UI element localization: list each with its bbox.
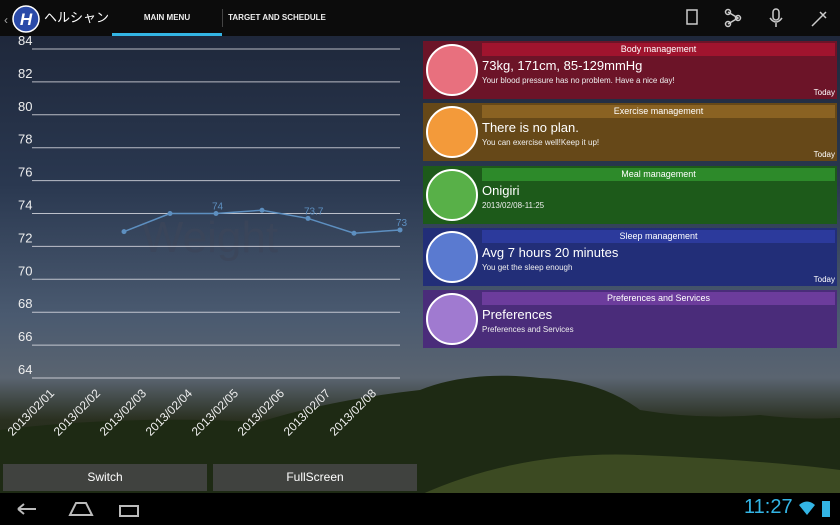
mic-icon[interactable] — [772, 8, 780, 21]
card-icon — [426, 44, 478, 96]
tools-icon[interactable] — [811, 11, 827, 27]
share-icon[interactable] — [734, 14, 742, 22]
card-subtitle: You can exercise well!Keep it up! — [482, 138, 600, 148]
card-title: There is no plan. — [482, 120, 579, 136]
data-point — [351, 230, 357, 236]
x-tick-label: 2013/02/05 — [189, 386, 242, 439]
tab[interactable]: TARGET AND SCHEDULE — [228, 13, 326, 22]
app-title: ヘルシャン — [44, 10, 110, 25]
home-button[interactable] — [68, 502, 94, 516]
x-tick-label: 2013/02/04 — [143, 386, 196, 439]
card-date: Today — [813, 88, 835, 97]
y-tick-label: 84 — [18, 33, 32, 48]
x-tick-label: 2013/02/01 — [5, 386, 58, 439]
x-tick-label: 2013/02/03 — [97, 386, 150, 439]
data-point — [259, 207, 265, 213]
card-header: Exercise management — [482, 105, 835, 119]
menu-card[interactable]: Exercise management There is no plan. You … — [423, 103, 837, 162]
nav-icons — [17, 501, 830, 517]
copy-icon[interactable] — [686, 9, 698, 25]
card-title: Preferences — [482, 307, 553, 323]
svg-text:H: H — [20, 10, 33, 29]
chart-title: Weight — [142, 213, 278, 262]
menu-card[interactable]: Body management 73kg, 171cm, 85-129mmHg Yo… — [423, 41, 837, 99]
wifi-icon — [799, 501, 815, 515]
data-label: 74 — [212, 202, 224, 213]
card-subtitle: You get the sleep enough — [482, 262, 573, 272]
data-point — [121, 229, 127, 235]
card-subtitle: Preferences and Services — [482, 325, 574, 335]
data-point — [397, 227, 403, 233]
menu-card[interactable]: Preferences and Services Preferences Prefe… — [423, 290, 837, 349]
menu-card[interactable]: Sleep management Avg 7 hours 20 minutes Yo… — [423, 227, 837, 286]
y-tick-label: 64 — [18, 362, 32, 377]
y-tick-label: 66 — [18, 329, 32, 344]
action-bar: ‹ H ヘルシャン MAIN MENU TARGET AND SCHEDULE — [0, 0, 840, 36]
data-point — [305, 215, 311, 221]
battery-icon — [822, 501, 830, 517]
y-tick-label: 82 — [18, 66, 32, 81]
card-icon — [426, 106, 478, 159]
card-header: Meal management — [482, 167, 835, 181]
card-title: Avg 7 hours 20 minutes — [482, 244, 619, 260]
y-tick-label: 78 — [18, 132, 32, 147]
card-title: 73kg, 171cm, 85-129mmHg — [482, 58, 643, 73]
tab[interactable]: MAIN MENU — [112, 0, 222, 36]
y-tick-label: 70 — [18, 263, 32, 278]
y-tick-label: 80 — [18, 99, 32, 114]
y-tick-label: 68 — [18, 296, 32, 311]
y-tick-label: 72 — [18, 230, 32, 245]
data-point — [167, 211, 173, 216]
card-header: Body management — [482, 43, 835, 56]
card-title: Onigiri — [482, 182, 520, 198]
fullscreen-button[interactable]: FullScreen — [213, 464, 417, 491]
switch-button[interactable]: Switch — [3, 464, 207, 491]
recent-button[interactable] — [119, 505, 139, 517]
action-icons — [686, 8, 827, 28]
card-date: Today — [813, 274, 835, 284]
card-header: Preferences and Services — [482, 292, 835, 306]
back-button[interactable] — [17, 503, 36, 515]
y-tick-label: 74 — [18, 198, 32, 213]
menu-card[interactable]: Meal management Onigiri 2013/02/08-11:25 — [423, 165, 837, 224]
card-subtitle: Your blood pressure has no problem. Have… — [482, 76, 675, 85]
card-icon — [426, 293, 478, 346]
navigation-bar: 11:27 — [0, 493, 840, 525]
hills — [0, 375, 840, 495]
card-icon — [426, 168, 478, 221]
chart: Weight 64666870727476788082842013/02/012… — [5, 33, 408, 439]
x-tick-label: 2013/02/07 — [281, 386, 334, 439]
card-subtitle: 2013/02/08-11:25 — [482, 200, 545, 210]
data-point — [213, 211, 219, 216]
card-date: Today — [813, 150, 835, 160]
data-label: 73 — [396, 218, 408, 229]
app-logo[interactable]: ‹ H — [2, 4, 42, 34]
data-label: 73.7 — [304, 206, 324, 217]
card-header: Sleep management — [482, 229, 835, 243]
x-tick-label: 2013/02/06 — [235, 386, 288, 439]
x-tick-label: 2013/02/02 — [51, 386, 104, 439]
card-icon — [426, 230, 478, 283]
clock: 11:27 — [744, 496, 793, 518]
x-tick-label: 2013/02/08 — [327, 386, 380, 439]
y-tick-label: 76 — [18, 165, 32, 180]
svg-text:‹: ‹ — [4, 13, 8, 27]
